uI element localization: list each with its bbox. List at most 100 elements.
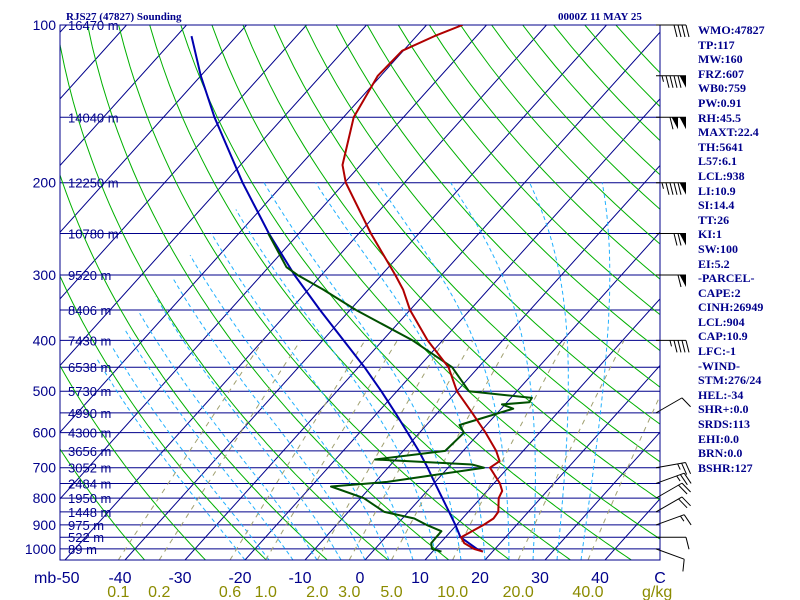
sounding-index-item: EHI:0.0 <box>698 431 740 446</box>
sounding-index-item: LCL:938 <box>698 168 745 183</box>
mixing-ratio-line <box>517 340 625 560</box>
dry-adiabat <box>180 25 632 560</box>
wind-barb <box>655 496 691 513</box>
sounding-index-item: KI:1 <box>698 227 722 242</box>
mixing-ratio-line <box>229 340 366 560</box>
height-label: 2484 m <box>68 476 111 491</box>
sounding-index-list: WMO:47827 TP:117 MW:160 FRZ:607 WB0:759 PW:0.… <box>698 23 765 475</box>
sounding-index-item: RH:45.5 <box>698 110 741 125</box>
sounding-index-item: LFC:-1 <box>698 344 736 359</box>
pressure-tick-label: 300 <box>33 267 57 283</box>
sounding-index-item: PW:0.91 <box>698 95 742 110</box>
mixing-ratio-unit-label: g/kg <box>642 584 672 600</box>
sounding-index-item: BSHR:127 <box>698 460 753 475</box>
height-label: 12250 m <box>68 176 119 191</box>
wind-barb <box>655 514 692 526</box>
temperature-tick-label: 20 <box>471 570 489 587</box>
sounding-index-item: SW:100 <box>698 241 739 256</box>
dry-adiabat <box>60 274 267 560</box>
mixing-ratio-tick-label: 0.2 <box>148 584 170 600</box>
sounding-index-item: CAPE:2 <box>698 285 741 300</box>
dry-adiabat <box>242 25 660 501</box>
pressure-tick-label: 600 <box>33 425 57 441</box>
sounding-index-item: WB0:759 <box>698 81 746 96</box>
sounding-index-item: WMO:47827 <box>698 23 765 37</box>
wind-barb-column <box>655 24 692 572</box>
isotherm-line <box>184 31 660 560</box>
mixing-ratio-tick-label: 0.1 <box>107 584 129 600</box>
isotherm-line <box>60 25 187 167</box>
sounding-index-item: -WIND- <box>698 358 740 373</box>
isotherm-line <box>60 25 367 367</box>
dry-adiabat <box>60 364 206 560</box>
dry-adiabat <box>460 25 660 245</box>
dry-adiabat <box>428 25 660 280</box>
temperature-tick-label: -40 <box>108 570 131 587</box>
sounding-index-item: CAP:10.9 <box>698 329 748 344</box>
sounding-index-item: CINH:26949 <box>698 300 764 315</box>
height-label: 975 m <box>68 518 104 533</box>
mixing-ratio-tick-label: 5.0 <box>380 584 402 600</box>
height-label: 4990 m <box>68 406 111 421</box>
dewpoint-trace <box>267 233 533 553</box>
wind-barb <box>656 232 686 246</box>
height-label: 3052 m <box>68 461 111 476</box>
isotherm-line <box>60 25 427 433</box>
height-label: 3656 m <box>68 444 111 459</box>
height-label: 6538 m <box>68 360 111 375</box>
sounding-index-item: STM:276/24 <box>698 373 762 388</box>
moist-adiabat <box>96 359 246 560</box>
dry-adiabat <box>60 448 145 560</box>
dry-adiabat <box>335 25 660 388</box>
pressure-tick-label: 1000 <box>25 541 56 557</box>
wind-barb <box>656 75 686 88</box>
dry-adiabat <box>60 41 389 560</box>
wind-barb <box>655 397 691 414</box>
height-label: 4300 m <box>68 426 111 441</box>
parcel-trace <box>190 35 484 553</box>
moist-adiabat <box>139 313 318 560</box>
sounding-index-item: LCL:904 <box>698 314 745 329</box>
height-label: 89 m <box>68 542 97 557</box>
temperature-tick-label: 0 <box>356 570 365 587</box>
isotherm-line <box>60 25 307 300</box>
moist-adiabat <box>211 233 414 560</box>
isotherm-line <box>364 231 660 560</box>
plot-frame <box>59 24 661 561</box>
mixing-ratio-tick-label: 2.0 <box>306 584 328 600</box>
height-label: 1448 m <box>68 505 111 520</box>
isotherm-line <box>124 25 607 560</box>
moist-adiabat <box>377 182 510 560</box>
wind-barb <box>655 482 691 499</box>
wind-barb <box>655 462 692 475</box>
sounding-index-item: TT:26 <box>698 212 730 227</box>
moist-adiabat <box>172 278 366 560</box>
pressure-tick-label: 900 <box>33 517 57 533</box>
mixing-ratio-line <box>117 340 264 560</box>
sounding-index-item: MW:160 <box>698 52 743 67</box>
wind-barb <box>655 548 685 572</box>
mixing-ratio-line <box>158 340 302 560</box>
sounding-index-item: SHR+:0.0 <box>698 402 749 417</box>
moist-adiabat <box>315 182 486 560</box>
observation-time: 0000Z 11 MAY 25 <box>558 11 642 23</box>
temperature-tick-label: C <box>654 570 666 587</box>
mixing-ratio-tick-label: 10.0 <box>437 584 468 600</box>
wind-barb <box>656 536 690 550</box>
sounding-index-item: HEL:-34 <box>698 387 744 402</box>
sounding-profiles <box>190 25 533 553</box>
dry-adiabat <box>273 25 660 463</box>
dry-adiabat <box>211 25 660 540</box>
sounding-index-item: SRDS:113 <box>698 417 751 432</box>
moist-adiabat <box>189 254 390 560</box>
temperature-tick-label: -20 <box>228 570 251 587</box>
sounding-index-item: SI:14.4 <box>698 198 735 213</box>
isotherm-line <box>484 364 660 560</box>
isotherm-line <box>424 298 660 560</box>
sounding-index-item: BRN:0.0 <box>698 446 743 461</box>
height-label: 10780 m <box>68 226 119 241</box>
height-label: 8406 m <box>68 303 111 318</box>
height-label: 5730 m <box>68 384 111 399</box>
height-label: 9520 m <box>68 268 111 283</box>
